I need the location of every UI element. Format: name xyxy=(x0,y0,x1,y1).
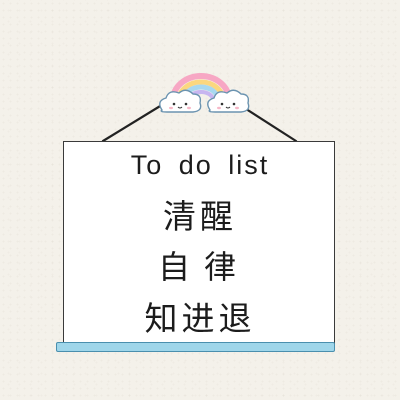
board-line-3: 知进退 xyxy=(144,299,256,338)
sign-bottom-bar xyxy=(56,342,335,352)
board-line-1: 清醒 xyxy=(163,197,237,236)
board-line-2: 自律 xyxy=(157,248,250,286)
left-string xyxy=(101,98,172,143)
cloud-icon-right xyxy=(207,89,250,113)
cloud-icon-left xyxy=(159,89,202,113)
board-title: To do list xyxy=(130,150,270,180)
